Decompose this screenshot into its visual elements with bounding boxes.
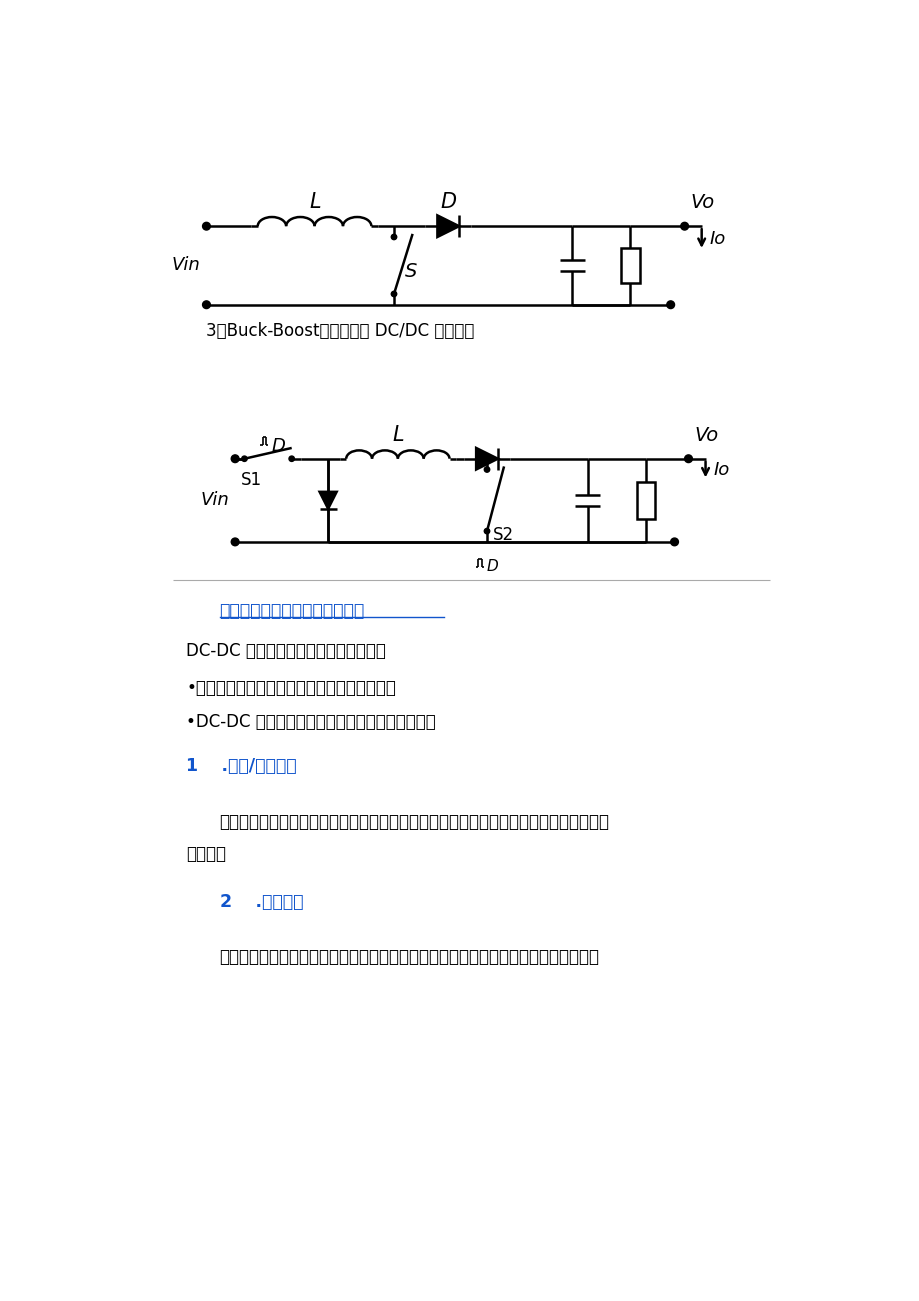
- Text: L: L: [309, 193, 321, 212]
- Text: •外部输入电源电压的范围，输出电流的大小。: •外部输入电源电压的范围，输出电流的大小。: [186, 679, 396, 697]
- Text: Vo: Vo: [694, 425, 718, 445]
- Text: D: D: [271, 437, 285, 455]
- Circle shape: [202, 301, 210, 308]
- Polygon shape: [319, 492, 336, 509]
- Text: 计技巧及主要技术参数选用赢Ｉ: 计技巧及主要技术参数选用赢Ｉ: [220, 602, 365, 621]
- Text: 要按照器件的推荐工作电压范围选用，并且要考虑实际电压的波动范围，确保不能超出器: 要按照器件的推荐工作电压范围选用，并且要考虑实际电压的波动范围，确保不能超出器: [220, 813, 609, 831]
- Circle shape: [684, 455, 692, 463]
- Circle shape: [680, 222, 687, 230]
- Text: Vo: Vo: [690, 194, 714, 212]
- Circle shape: [483, 528, 489, 533]
- Text: •DC-DC 输出的电压，电流，系统的功率最大値。: •DC-DC 输出的电压，电流，系统的功率最大値。: [186, 713, 436, 731]
- Text: D: D: [486, 559, 497, 574]
- Text: S: S: [404, 262, 417, 281]
- Text: 件规格。: 件规格。: [186, 846, 226, 864]
- Circle shape: [391, 291, 396, 297]
- Circle shape: [391, 234, 396, 239]
- Text: L: L: [391, 425, 403, 445]
- Polygon shape: [476, 448, 497, 470]
- Text: DC-DC 电路设计至少要考虑以下条件：: DC-DC 电路设计至少要考虑以下条件：: [186, 641, 386, 660]
- Text: S2: S2: [493, 527, 514, 545]
- Circle shape: [231, 455, 239, 463]
- Bar: [620, 247, 639, 284]
- Text: 3、Buck-Boost（升降压型 DC/DC 转换器）: 3、Buck-Boost（升降压型 DC/DC 转换器）: [206, 321, 474, 340]
- Text: Vin: Vin: [200, 492, 229, 509]
- Text: D: D: [439, 193, 456, 212]
- Text: Vin: Vin: [171, 256, 200, 275]
- Text: 1  .输入/输出电压: 1 .输入/输出电压: [186, 757, 297, 775]
- Circle shape: [483, 467, 489, 472]
- Circle shape: [231, 539, 239, 545]
- Bar: [636, 481, 654, 519]
- Text: 2  .输出电流: 2 .输出电流: [220, 892, 302, 911]
- Polygon shape: [437, 216, 459, 237]
- Circle shape: [242, 457, 247, 462]
- Circle shape: [670, 539, 677, 545]
- Text: S1: S1: [241, 471, 262, 489]
- Circle shape: [666, 301, 674, 308]
- Circle shape: [202, 222, 210, 230]
- Circle shape: [289, 457, 294, 462]
- Text: 器件持续的输出电流能力是一个重要的参数，选用时要参考此参数，并要保留一定的余: 器件持续的输出电流能力是一个重要的参数，选用时要参考此参数，并要保留一定的余: [220, 948, 599, 967]
- Text: Io: Io: [712, 461, 729, 479]
- Text: Io: Io: [709, 229, 725, 247]
